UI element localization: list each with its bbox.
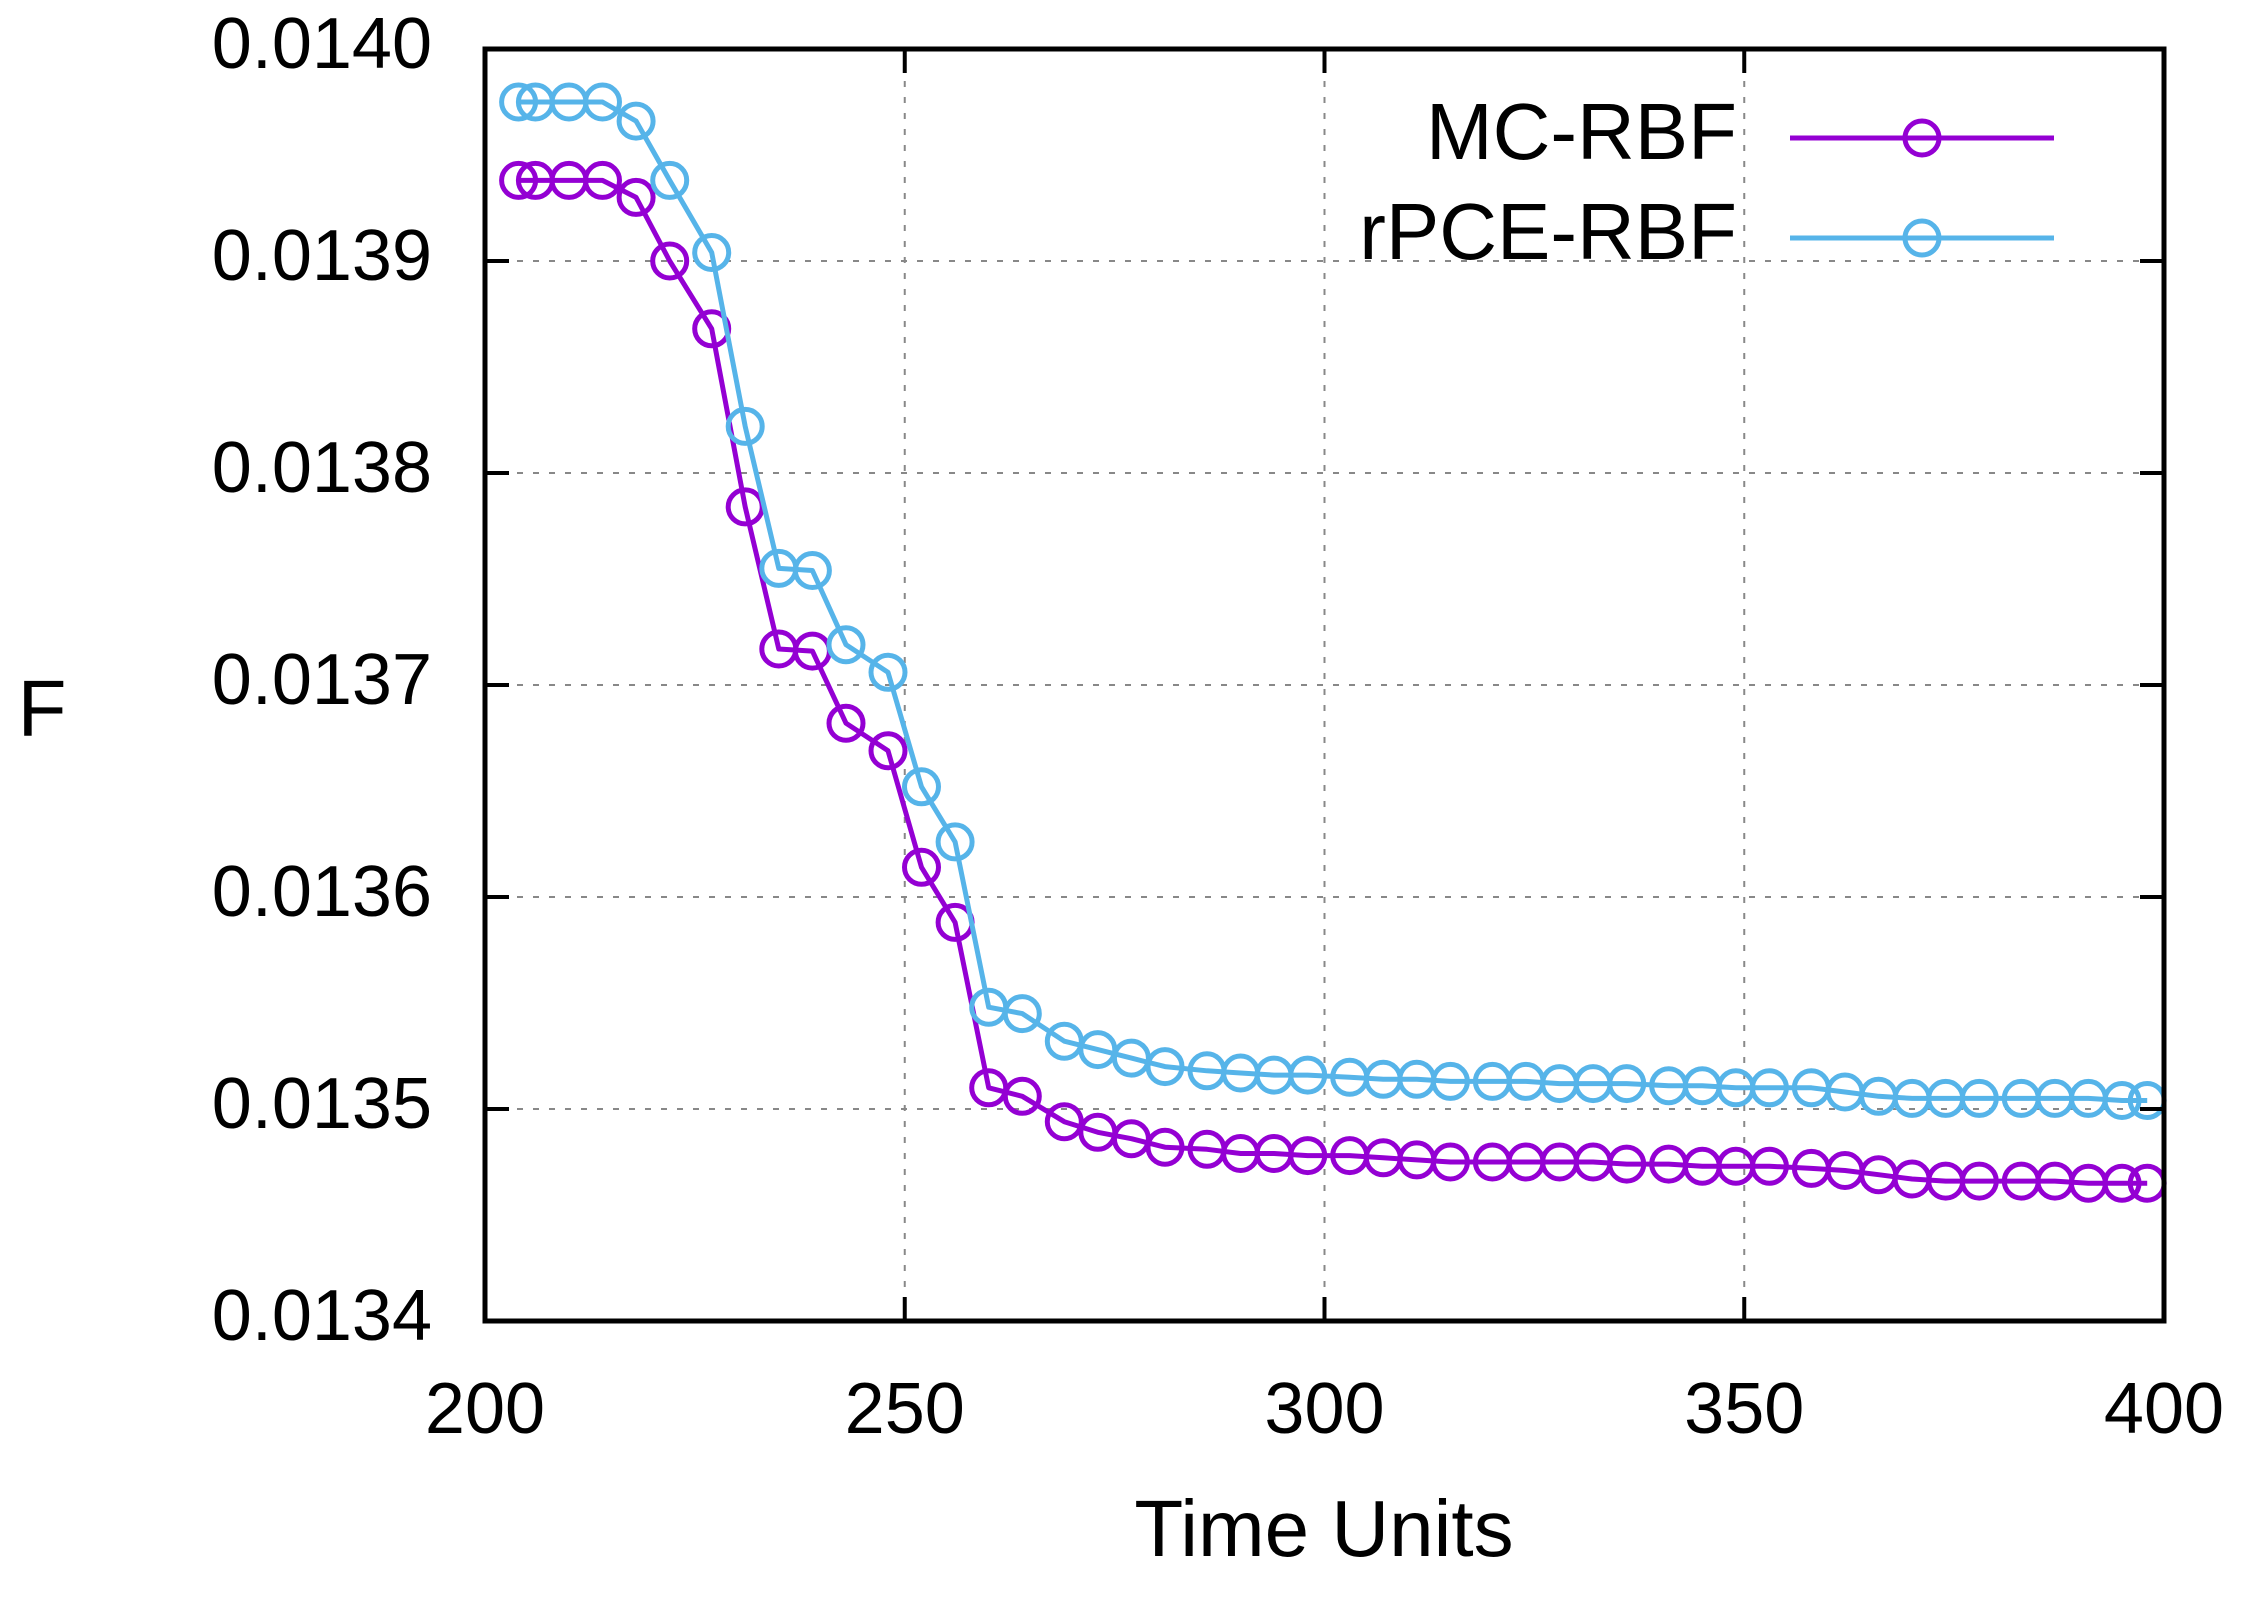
series-group (499, 82, 2167, 1203)
data-point (2102, 1081, 2142, 1120)
data-point (1145, 1047, 1185, 1087)
data-point (499, 160, 539, 200)
y-tick-label: 0.0139 (212, 216, 432, 296)
data-point (1288, 1136, 1328, 1176)
series-rpce-rbf (499, 82, 2167, 1120)
y-tick-label: 0.0140 (212, 4, 432, 84)
data-point (1002, 1076, 1042, 1116)
data-point (1959, 1161, 1999, 1201)
x-axis-label: Time Units (1134, 1484, 1513, 1573)
data-point (826, 703, 866, 743)
data-point (1430, 1061, 1470, 1101)
data-point (1430, 1142, 1470, 1182)
series-line (518, 99, 2148, 1103)
legend-entry: MC-RBF (1426, 87, 2054, 176)
grid (485, 49, 2164, 1321)
x-tick-label: 200 (425, 1369, 545, 1449)
data-point (650, 160, 690, 200)
x-tick-label: 250 (845, 1369, 965, 1449)
data-point (1044, 1102, 1084, 1142)
tick-labels: 200 250 300 350 400 0.0134 0.0135 0.0136 0.0137 0… (212, 4, 2224, 1449)
data-point (1145, 1127, 1185, 1167)
data-point (692, 233, 732, 272)
legend-entry: rPCE-RBF (1359, 187, 2054, 276)
axis-ticks (483, 47, 2166, 1323)
data-point (583, 160, 622, 200)
data-point (1607, 1144, 1647, 1184)
legend-swatch-marker (1902, 118, 1942, 158)
data-point (792, 551, 832, 590)
data-point (616, 101, 656, 141)
data-point (616, 177, 656, 217)
data-point (902, 767, 941, 807)
y-tick-label: 0.0134 (212, 1276, 432, 1356)
data-point (902, 847, 941, 887)
data-point (2102, 1163, 2142, 1203)
y-tick-label: 0.0137 (212, 640, 432, 720)
data-point (868, 652, 908, 692)
series-line (518, 177, 2148, 1186)
y-tick-label: 0.0135 (212, 1064, 432, 1144)
data-point (935, 822, 975, 862)
y-tick-label: 0.0136 (212, 852, 432, 932)
data-point (650, 241, 690, 281)
x-tick-label: 400 (2104, 1369, 2224, 1449)
x-tick-label: 300 (1264, 1369, 1384, 1449)
data-point (826, 625, 866, 665)
data-point (1749, 1068, 1789, 1108)
data-point (1288, 1055, 1328, 1095)
series-mc-rbf (499, 160, 2167, 1203)
legend-label: rPCE-RBF (1359, 187, 1737, 276)
y-tick-label: 0.0138 (212, 428, 432, 508)
data-point (868, 731, 908, 771)
legend-swatch-marker (1902, 218, 1942, 258)
data-point (725, 406, 765, 446)
data-point (1002, 994, 1042, 1034)
data-point (583, 82, 622, 122)
data-point (1959, 1078, 1999, 1118)
y-axis-label: F (18, 664, 67, 753)
data-point (499, 82, 539, 122)
data-point (1607, 1064, 1647, 1104)
legend: MC-RBF rPCE-RBF (1359, 87, 2054, 276)
data-point (1749, 1146, 1789, 1186)
legend-label: MC-RBF (1426, 87, 1737, 176)
x-tick-label: 350 (1684, 1369, 1804, 1449)
